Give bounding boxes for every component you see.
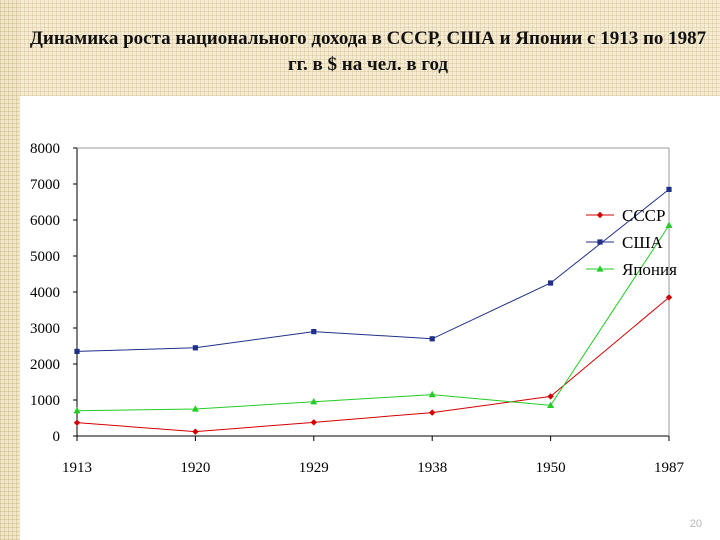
data-point: [310, 398, 318, 405]
page-number: 20: [689, 518, 702, 530]
decorative-side-strip: [0, 0, 20, 540]
y-tick-label: 0: [53, 429, 61, 445]
data-point: [429, 409, 436, 416]
legend-marker: [597, 239, 603, 245]
slide-title: Динамика роста национального дохода в СС…: [29, 28, 707, 75]
x-tick-label: 1987: [654, 460, 685, 476]
data-point: [73, 407, 81, 414]
x-tick-label: 1938: [417, 460, 447, 476]
data-point: [666, 186, 672, 192]
y-tick-label: 1000: [30, 393, 60, 409]
data-point: [547, 401, 555, 408]
data-point: [429, 336, 435, 342]
chart-series-markers: [73, 186, 673, 435]
data-point: [73, 419, 81, 426]
header-band: [0, 0, 720, 96]
series-line-3: [76, 225, 670, 412]
x-tick-label: 1950: [536, 460, 566, 476]
data-point: [547, 393, 554, 400]
y-tick-label: 4000: [30, 285, 60, 301]
data-point: [428, 390, 436, 398]
legend-label: США: [622, 233, 663, 252]
data-point: [192, 345, 198, 351]
legend-label: СССР: [622, 206, 665, 225]
data-point: [665, 221, 673, 228]
y-tick-label: 6000: [30, 213, 60, 229]
data-point: [192, 428, 199, 435]
y-tick-label: 8000: [30, 141, 60, 157]
data-point: [310, 419, 317, 426]
data-point: [665, 294, 673, 301]
chart-axes: 0 1000 2000 3000 4000 5000 6000 7000 8000 1913 192…: [30, 141, 685, 476]
y-tick-label: 5000: [30, 249, 60, 265]
legend-label: Япония: [622, 260, 677, 279]
data-point: [311, 329, 317, 335]
chart-series-lines: [76, 189, 670, 433]
x-tick-label: 1929: [299, 460, 329, 476]
data-point: [191, 405, 199, 412]
x-tick-label: 1920: [180, 460, 210, 476]
legend-marker: [596, 265, 604, 272]
series-line-2: [76, 189, 670, 352]
legend-marker: [596, 211, 604, 219]
chart-area: 0 1000 2000 3000 4000 5000 6000 7000 8000 1913 192…: [20, 118, 712, 488]
y-tick-label: 2000: [30, 357, 60, 373]
data-point: [548, 280, 554, 286]
y-tick-label: 7000: [30, 177, 60, 193]
x-tick-label: 1913: [62, 460, 92, 476]
data-point: [74, 348, 80, 354]
line-chart: 0 1000 2000 3000 4000 5000 6000 7000 8000 1913 192…: [30, 141, 685, 476]
chart-legend: СССР США Япония: [586, 206, 677, 279]
series-line-1: [76, 297, 670, 433]
y-tick-label: 3000: [30, 321, 60, 337]
